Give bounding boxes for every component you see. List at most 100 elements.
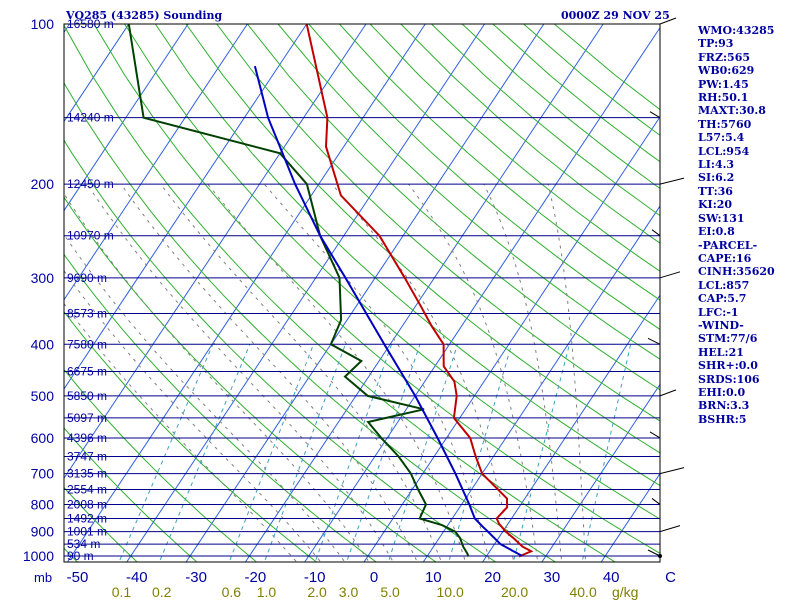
temperature-label: -50 [67,569,89,586]
wind-barb [647,337,661,345]
mixing-ratio-label: 5.0 [380,584,400,600]
wind-barb [659,467,685,475]
index-item: TH:5760 [698,117,752,131]
wind-barb [659,17,677,25]
pressure-label: 300 [31,270,55,286]
dewpoint-line [127,24,470,557]
pressure-label: 200 [31,176,55,192]
x-axis-unit: mb [34,570,52,585]
temperature-label: 20 [484,569,501,586]
mixing-ratio-line [228,344,314,562]
height-label: 90 m [67,549,94,563]
height-label: 9690 m [67,271,107,285]
index-item: CAPE:16 [698,251,752,265]
index-item: LCL:954 [698,144,750,158]
index-item: LI:4.3 [698,158,735,172]
isotherm [64,24,70,34]
dry-adiabat [64,486,138,562]
height-label: 2554 m [67,483,107,497]
pressure-label: 600 [31,430,55,446]
mixing-ratio-unit: g/kg [612,584,638,600]
dry-adiabat [64,253,377,562]
temperature-label: 10 [425,569,442,586]
index-item: BSHR:5 [698,412,747,426]
temperature-label: -30 [185,569,207,586]
dry-adiabat [277,24,660,360]
pressure-label: 700 [31,466,55,482]
isotherm [64,24,308,390]
moist-adiabat [547,183,587,562]
station-title: VQ285 (43285) Sounding [66,9,223,22]
mixing-ratio-label: 0.2 [152,584,172,600]
height-label: 8573 m [67,306,107,320]
isotherm [244,24,604,562]
pressure-label: 1000 [23,548,54,564]
temperature-label: 0 [370,569,378,586]
isotherm [64,24,130,123]
dry-adiabat [154,24,660,487]
mixing-ratio-line [512,344,570,562]
index-item: WMO:43285 [698,24,775,37]
height-label: 1001 m [67,525,107,539]
index-item: RH:50.1 [698,91,749,105]
mixing-ratio-line [118,344,214,562]
index-item: CAP:5.7 [698,292,747,306]
height-label: 1492 m [67,511,107,525]
index-item: WB0:629 [698,64,755,78]
mixing-ratio-label: 10.0 [437,584,464,600]
wind-barb [651,229,661,237]
wind-barb [659,177,685,185]
mixing-ratio-line [158,344,251,562]
isotherm [541,383,660,562]
isotherm [126,24,485,562]
height-label: 7580 m [67,337,107,351]
wind-barb [659,525,681,533]
dry-adiabat [64,139,497,562]
index-item: SRDS:106 [698,372,760,386]
moist-adiabat [86,183,394,562]
dry-adiabat [64,196,437,562]
plot-frame [63,23,661,563]
index-item: BRN:3.3 [698,399,750,413]
height-label: 16580 m [67,17,114,31]
temperature-label: -20 [245,569,267,586]
height-label: 10970 m [67,229,114,243]
mixing-ratio-line [448,344,513,562]
isotherm [0,24,10,567]
dry-adiabat [64,82,557,562]
index-item: FRZ:565 [698,50,751,64]
index-item: L57:5.4 [698,131,745,145]
stability-indices: WMO:43285 TP:93 FRZ:565 WB0:629 PW:1.45 RH:50… [698,24,775,426]
wind-barbs [647,17,685,558]
mixing-ratio-line [581,344,632,562]
pressure-label: 800 [31,496,55,512]
index-item: SI:6.2 [698,171,735,185]
dry-adiabat [185,24,660,454]
moist-adiabat [263,183,491,562]
dry-adiabat [247,24,660,391]
index-item: -WIND- [698,318,744,332]
surface-wind-dot [658,554,662,558]
index-item: HEL:21 [698,345,744,359]
moist-adiabat [483,183,563,562]
height-label: 12450 m [67,177,114,191]
isotherm [363,115,660,562]
sounding-time: 0000Z 29 NOV 25 [561,9,670,22]
pressure-label: 100 [31,16,55,32]
dry-adiabat [369,24,660,272]
pressure-label: 900 [31,524,55,540]
mixing-ratio-label: 20.0 [501,584,528,600]
height-label: 6675 m [67,365,107,379]
height-label: 3747 m [67,449,107,463]
index-item: CINH:35620 [698,265,775,279]
temperature-label: -40 [126,569,148,586]
dry-adiabat [64,368,258,562]
height-label: 2008 m [67,497,107,511]
isobar-lines [64,23,660,557]
dry-adiabat [0,24,23,567]
moist-adiabat [408,183,539,562]
index-item: SHR+:0.0 [698,359,758,373]
axis-labels: 16580 m 14240 m 12450 m 10970 m 9690 m 8573 m… [23,16,676,600]
isotherm [185,24,545,562]
